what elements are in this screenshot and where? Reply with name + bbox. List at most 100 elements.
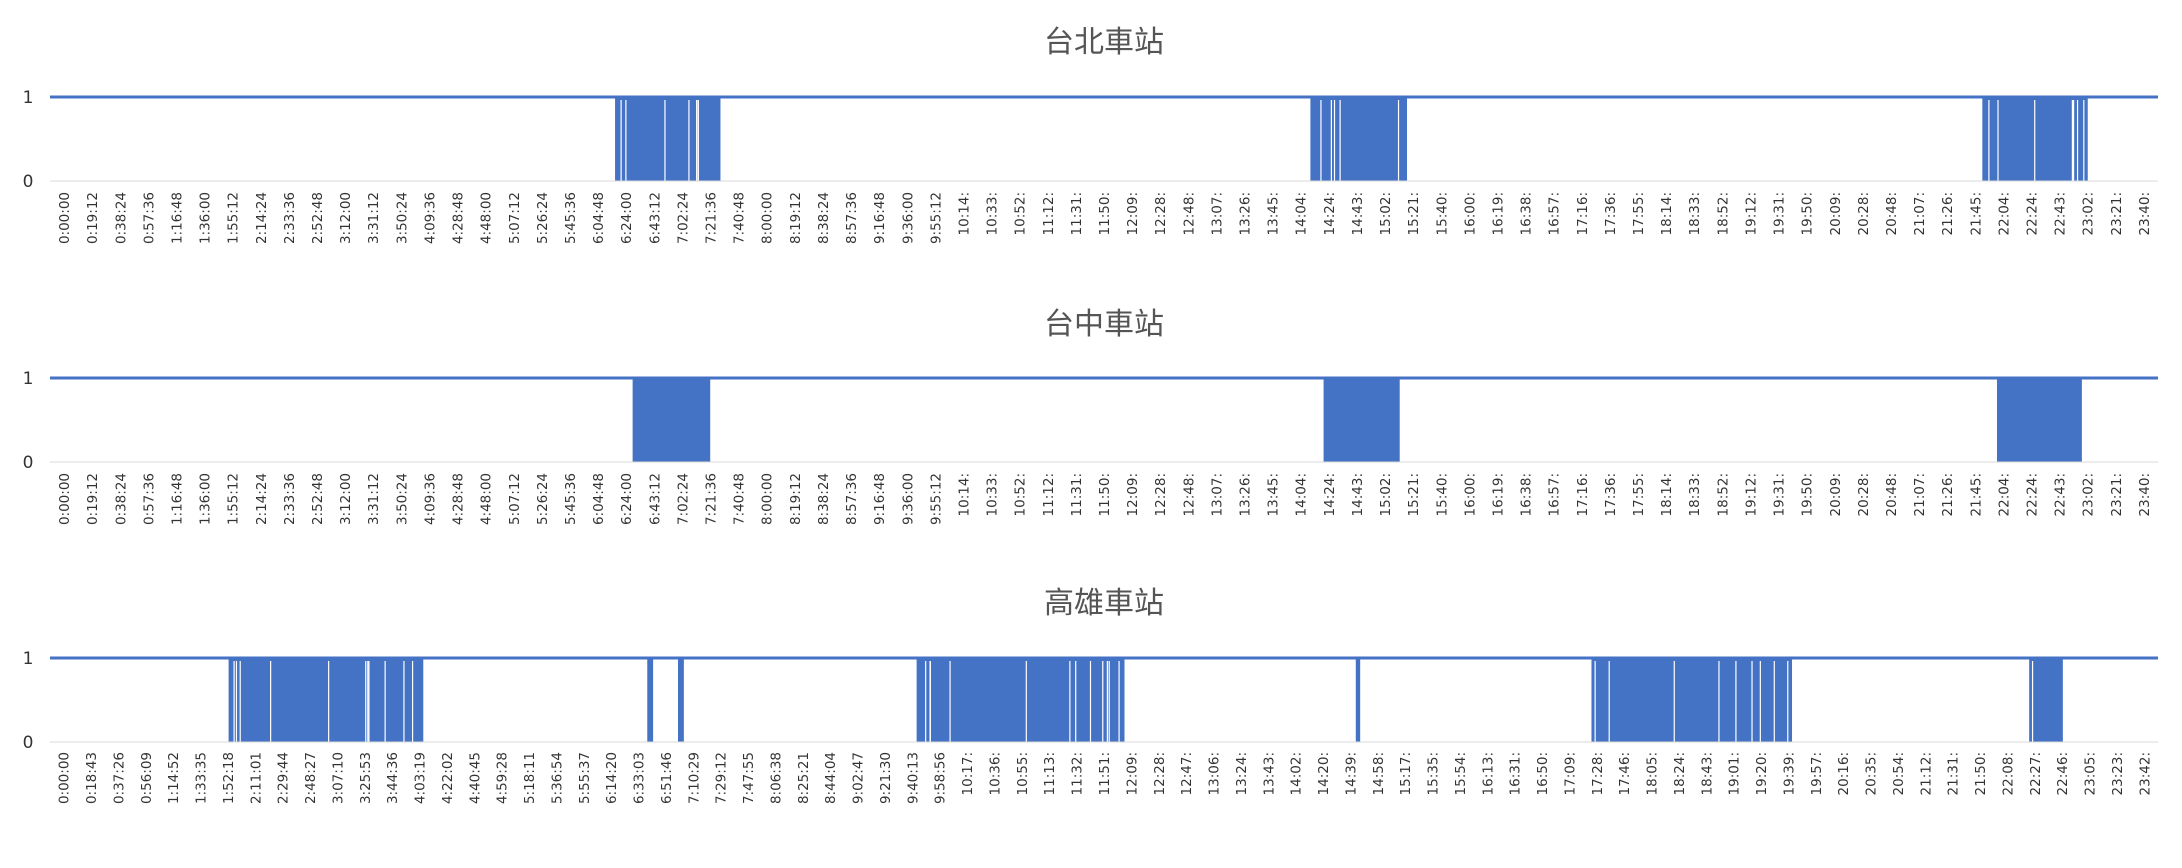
x-tick-label: 6:14:20 bbox=[604, 752, 620, 804]
x-tick-label: 0:18:43 bbox=[84, 752, 100, 804]
x-tick-label: 12:28: bbox=[1152, 752, 1168, 795]
active-period bbox=[228, 658, 424, 742]
x-tick-label: 6:24:00 bbox=[619, 473, 635, 525]
x-tick-label: 0:19:12 bbox=[85, 192, 101, 244]
x-tick-label: 2:48:27 bbox=[303, 752, 319, 804]
x-tick-label: 8:06:38 bbox=[768, 752, 784, 804]
x-tick-label: 0:00:00 bbox=[57, 473, 73, 525]
x-tick-label: 16:57: bbox=[1547, 192, 1563, 235]
x-tick-label: 5:45:36 bbox=[563, 473, 579, 525]
x-tick-label: 8:57:36 bbox=[844, 473, 860, 525]
x-tick-label: 21:07: bbox=[1912, 473, 1928, 516]
x-tick-label: 23:05: bbox=[2083, 752, 2099, 795]
x-tick-label: 23:40: bbox=[2137, 473, 2153, 516]
x-tick-label: 16:50: bbox=[1535, 752, 1551, 795]
x-tick-label: 11:13: bbox=[1042, 752, 1058, 795]
x-tick-label: 7:21:36 bbox=[704, 192, 720, 244]
x-tick-label: 8:00:00 bbox=[760, 192, 776, 244]
x-tick-label: 3:50:24 bbox=[394, 473, 410, 525]
x-tick-label: 20:48: bbox=[1884, 473, 1900, 516]
active-period bbox=[1323, 378, 1400, 462]
x-tick-label: 8:44:04 bbox=[823, 752, 839, 804]
x-tick-label: 21:50: bbox=[1973, 752, 1989, 795]
x-tick-label: 23:21: bbox=[2109, 192, 2125, 235]
active-period-fill bbox=[2029, 658, 2063, 742]
x-tick-label: 9:36:00 bbox=[900, 192, 916, 244]
x-tick-label: 15:21: bbox=[1406, 192, 1422, 235]
x-tick-label: 0:57:36 bbox=[141, 192, 157, 244]
x-tick-label: 22:08: bbox=[2000, 752, 2016, 795]
x-tick-label: 10:14: bbox=[956, 192, 972, 235]
x-tick-label: 14:04: bbox=[1294, 192, 1310, 235]
x-tick-label: 22:43: bbox=[2053, 192, 2069, 235]
x-tick-label: 17:28: bbox=[1590, 752, 1606, 795]
x-tick-label: 17:55: bbox=[1631, 473, 1647, 516]
x-tick-label: 2:52:48 bbox=[310, 192, 326, 244]
x-tick-label: 11:12: bbox=[1041, 192, 1057, 235]
y-tick-label: 0 bbox=[23, 172, 34, 192]
x-tick-label: 0:56:09 bbox=[139, 752, 155, 804]
x-tick-label: 10:33: bbox=[985, 192, 1001, 235]
x-tick-label: 18:33: bbox=[1687, 192, 1703, 235]
x-tick-label: 1:14:52 bbox=[166, 752, 182, 804]
x-tick-label: 7:02:24 bbox=[675, 192, 691, 244]
active-period-fill bbox=[1323, 378, 1400, 462]
active-period bbox=[2029, 658, 2063, 742]
x-tick-label: 17:46: bbox=[1617, 752, 1633, 795]
x-tick-label: 1:55:12 bbox=[226, 473, 242, 525]
x-tick-label: 17:55: bbox=[1631, 192, 1647, 235]
x-tick-label: 10:33: bbox=[985, 473, 1001, 516]
x-tick-label: 9:55:12 bbox=[928, 192, 944, 244]
active-period-fill bbox=[678, 658, 684, 742]
x-tick-label: 6:51:46 bbox=[659, 752, 675, 804]
x-tick-label: 12:28: bbox=[1153, 192, 1169, 235]
x-tick-label: 9:36:00 bbox=[900, 473, 916, 525]
x-tick-label: 11:51: bbox=[1097, 752, 1113, 795]
x-tick-label: 0:00:00 bbox=[57, 192, 73, 244]
x-tick-label: 16:00: bbox=[1462, 192, 1478, 235]
x-tick-label: 22:24: bbox=[2025, 192, 2041, 235]
x-tick-label: 23:40: bbox=[2137, 192, 2153, 235]
x-tick-label: 7:02:24 bbox=[675, 473, 691, 525]
x-tick-label: 1:52:18 bbox=[221, 752, 237, 804]
x-tick-label: 0:38:24 bbox=[113, 473, 129, 525]
active-period-fill bbox=[1355, 658, 1361, 742]
x-tick-label: 0:19:12 bbox=[85, 473, 101, 525]
x-tick-label: 5:26:24 bbox=[535, 192, 551, 244]
x-tick-label: 6:24:00 bbox=[619, 192, 635, 244]
x-tick-label: 7:10:29 bbox=[686, 752, 702, 804]
x-tick-label: 23:23: bbox=[2110, 752, 2126, 795]
x-tick-label: 5:36:54 bbox=[549, 752, 565, 804]
x-tick-label: 18:33: bbox=[1687, 473, 1703, 516]
x-tick-label: 1:16:48 bbox=[169, 473, 185, 525]
x-tick-label: 16:13: bbox=[1480, 752, 1496, 795]
x-tick-label: 13:24: bbox=[1234, 752, 1250, 795]
active-period bbox=[615, 97, 721, 181]
active-period bbox=[678, 658, 684, 742]
x-tick-label: 22:27: bbox=[2028, 752, 2044, 795]
x-tick-label: 4:48:00 bbox=[479, 473, 495, 525]
x-tick-label: 18:05: bbox=[1645, 752, 1661, 795]
x-tick-label: 22:43: bbox=[2053, 473, 2069, 516]
x-tick-label: 5:07:12 bbox=[507, 473, 523, 525]
x-tick-label: 16:57: bbox=[1547, 473, 1563, 516]
x-tick-label: 4:28:48 bbox=[451, 192, 467, 244]
x-tick-label: 13:07: bbox=[1209, 192, 1225, 235]
x-tick-label: 4:48:00 bbox=[479, 192, 495, 244]
x-tick-label: 6:43:12 bbox=[647, 192, 663, 244]
x-tick-label: 4:22:02 bbox=[440, 752, 456, 804]
x-tick-label: 2:14:24 bbox=[254, 192, 270, 244]
x-tick-label: 6:43:12 bbox=[647, 473, 663, 525]
x-tick-label: 19:57: bbox=[1809, 752, 1825, 795]
x-tick-label: 5:45:36 bbox=[563, 192, 579, 244]
x-tick-label: 12:09: bbox=[1125, 192, 1141, 235]
x-tick-label: 8:19:12 bbox=[788, 473, 804, 525]
x-tick-label: 16:00: bbox=[1462, 473, 1478, 516]
x-tick-label: 1:36:00 bbox=[198, 192, 214, 244]
x-tick-label: 18:52: bbox=[1715, 473, 1731, 516]
x-tick-label: 8:38:24 bbox=[816, 192, 832, 244]
x-tick-label: 18:14: bbox=[1659, 192, 1675, 235]
x-tick-label: 10:52: bbox=[1013, 473, 1029, 516]
x-tick-label: 5:07:12 bbox=[507, 192, 523, 244]
